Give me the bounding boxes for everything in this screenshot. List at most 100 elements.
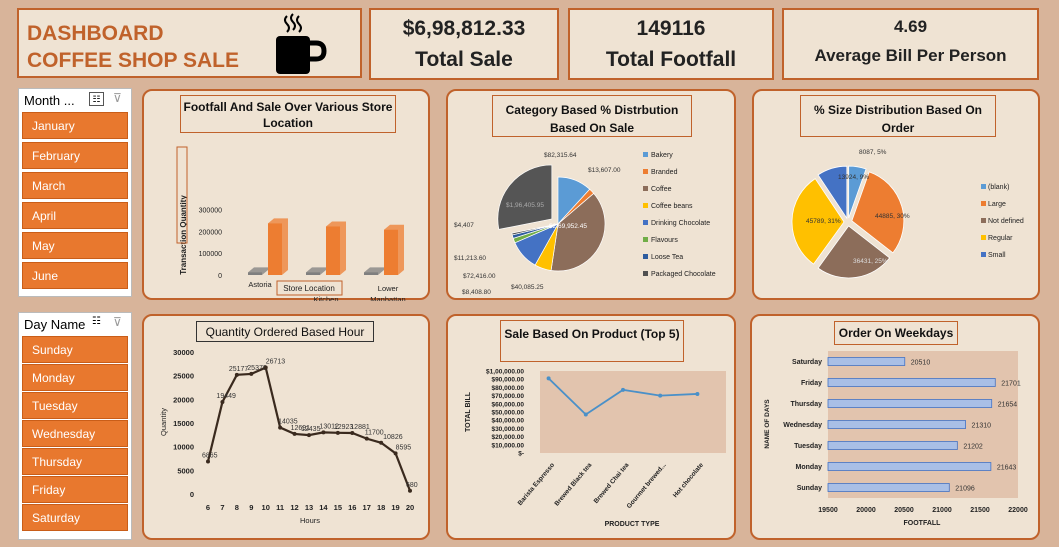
slicer-item-sunday[interactable]: Sunday (22, 336, 128, 363)
pie-slice (511, 223, 559, 236)
slicer-item-february[interactable]: February (22, 142, 128, 169)
legend-swatch (643, 169, 648, 174)
x-tick-label: 17 (363, 503, 371, 512)
x-tick-label: 21500 (970, 507, 990, 514)
bar (827, 420, 966, 429)
category-pie-chart: $1,96,405.95 $82,315.64 $13,607.00 $2,69,95… (454, 152, 716, 296)
slicer-item-may[interactable]: May (22, 232, 128, 259)
bar (364, 272, 378, 275)
data-point (263, 365, 268, 370)
data-label: 26713 (266, 359, 286, 366)
legend-label: Branded (651, 169, 678, 176)
pie-data-label: $2,69,952.45 (549, 223, 587, 230)
pie-slice (817, 225, 891, 279)
data-label: 19449 (216, 393, 236, 400)
slicer-item-saturday[interactable]: Saturday (22, 504, 128, 531)
footfall-chart-panel: Footfall And Sale Over Various Store Loc… (142, 89, 430, 301)
legend-label: Small (988, 252, 1006, 259)
pie-slice (817, 165, 848, 220)
y-axis-title: TOTAL BILL (465, 391, 472, 432)
y-tick-label: 10000 (173, 443, 194, 452)
data-point (658, 393, 663, 398)
pie-data-label: $11,213.60 (454, 255, 486, 262)
x-tick-label: Gourmet brewed... (626, 462, 668, 510)
x-tick-label: 21000 (932, 507, 952, 514)
kpi-value: 149116 (636, 17, 706, 40)
y-tick-label: $20,000.00 (491, 434, 524, 441)
multi-select-icon[interactable]: ☷ (92, 316, 101, 327)
pie-data-label: $13,607.00 (588, 167, 621, 174)
pie-data-label: $82,315.64 (544, 152, 577, 159)
legend-label: Coffee (651, 186, 672, 193)
y-tick-label: $1,00,000.00 (486, 369, 524, 376)
product-chart-panel: Sale Based On Product (Top 5) $- $10,000.… (446, 314, 736, 540)
slicer-header: Month ... ☷ ⊽ (19, 89, 131, 111)
slicer-item-wednesday[interactable]: Wednesday (22, 420, 128, 447)
legend-swatch (643, 237, 648, 242)
kpi-label: Total Sale (415, 48, 513, 71)
data-label: 25177 (229, 366, 249, 373)
day-slicer: Day Name ☷ ⊽ Sunday Monday Tuesday Wedne… (18, 312, 132, 540)
slicer-title: Day Name (24, 316, 86, 332)
data-label: 21202 (963, 444, 983, 451)
legend-label: Packaged Chocolate (651, 271, 716, 278)
y-tick-label: $50,000.00 (491, 410, 524, 417)
month-slicer: Month ... ☷ ⊽ January February March Apr… (18, 88, 132, 297)
data-point (321, 430, 326, 435)
slicer-item-monday[interactable]: Monday (22, 364, 128, 391)
data-point (408, 488, 412, 493)
y-tick-label: 0 (218, 273, 222, 280)
x-axis-title: Store Location (283, 284, 335, 293)
x-tick-label: Hot chocolate (672, 461, 705, 499)
x-tick-label: 16 (348, 503, 356, 512)
bar (827, 483, 950, 492)
size-pie-chart: 8087, 5% 13924, 9% 44885, 30% 36431, 25% 457… (791, 149, 1024, 279)
chart-title: Footfall And Sale Over Various Store Loc… (180, 95, 396, 133)
bar (326, 226, 340, 275)
y-axis-title-box (176, 146, 188, 244)
pie-data-label: 36431, 25% (853, 258, 888, 265)
slicer-item-tuesday[interactable]: Tuesday (22, 392, 128, 419)
y-tick-label: Monday (796, 464, 823, 471)
legend-swatch (643, 271, 648, 276)
y-tick-label: $90,000.00 (491, 377, 524, 384)
y-tick-label: 0 (190, 490, 194, 499)
slicer-item-thursday[interactable]: Thursday (22, 448, 128, 475)
x-tick-label: 19 (391, 503, 399, 512)
pie-slice (791, 178, 845, 265)
legend-swatch (643, 152, 648, 157)
multi-select-icon[interactable]: ☷ (89, 92, 104, 106)
legend-swatch (981, 201, 986, 206)
data-point (220, 399, 225, 404)
size-chart-panel: % Size Distribution Based On Order 8087,… (752, 89, 1040, 300)
slicer-item-june[interactable]: June (22, 262, 128, 289)
chart-title: Order On Weekdays (834, 321, 958, 345)
slicer-item-friday[interactable]: Friday (22, 476, 128, 503)
data-point (249, 371, 254, 376)
x-tick-label: 7 (220, 503, 224, 512)
y-tick-label: $70,000.00 (491, 393, 524, 400)
bar (827, 357, 906, 366)
clear-filter-icon[interactable]: ⊽ (113, 91, 122, 105)
y-tick-label: $- (518, 451, 524, 458)
x-tick-label: Manhattan (370, 295, 405, 301)
legend-label: Drinking Chocolate (651, 220, 710, 227)
x-tick-label: 11 (276, 503, 284, 512)
y-tick-label: Thursday (790, 401, 822, 408)
slicer-item-april[interactable]: April (22, 202, 128, 229)
x-tick-label: 19500 (818, 507, 838, 514)
slicer-item-january[interactable]: January (22, 112, 128, 139)
y-tick-label: 200000 (199, 229, 222, 236)
hourly-line-chart: 0 5000 10000 15000 20000 25000 30000 6 7 8 9 10 11 12… (159, 348, 418, 525)
x-tick-label: 22000 (1008, 507, 1028, 514)
pie-data-label: $72,416.00 (463, 273, 496, 280)
weekdays-chart-panel: Order On Weekdays Saturday 20510 Friday 217… (750, 314, 1040, 540)
legend-label: Not defined (988, 218, 1024, 225)
pie-data-label: 13924, 9% (838, 174, 869, 181)
x-tick-label: 18 (377, 503, 385, 512)
pie-data-label: $4,407 (454, 222, 474, 229)
clear-filter-icon[interactable]: ⊽ (113, 315, 122, 329)
slicer-item-march[interactable]: March (22, 172, 128, 199)
y-tick-label: $80,000.00 (491, 385, 524, 392)
chart-title: % Size Distribution Based On Order (800, 95, 996, 137)
